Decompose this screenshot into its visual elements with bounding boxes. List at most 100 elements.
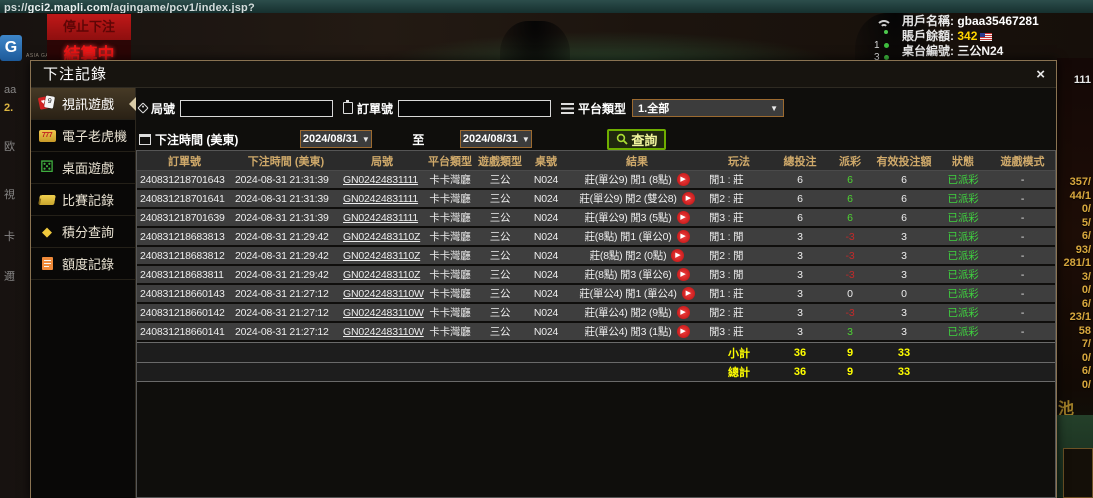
cell-order-number: 240831218660143 [140,287,225,300]
username-value: gbaa35467281 [957,14,1039,28]
balance-label: 賬戶餘額: [902,29,954,43]
cell-order-number: 240831218660142 [140,306,225,319]
cell-valid-bet: 3 [901,268,907,281]
wifi-icon [876,20,896,36]
cell-table-number: N024 [533,192,559,205]
result-text: 莊(8點) 閒2 (0點) [589,250,667,262]
url-host: gci2.mapli.com [27,2,110,13]
cell-bet-time: 2024-08-31 21:27:12 [235,325,329,338]
cell-play-method: 閒2 : 莊 [709,193,744,205]
play-video-button[interactable]: ▶ [681,192,695,205]
search-button[interactable]: 查詢 [607,128,667,150]
subtotal-row-payout: 9 [846,346,854,359]
play-video-button[interactable]: ▶ [676,306,690,319]
column-header: 局號 [371,155,393,168]
sidebar-item-2[interactable]: 777 電子老虎機 [31,120,135,152]
close-icon[interactable]: × [1036,66,1046,83]
order-number-input[interactable] [398,99,552,117]
cell-round-number-link[interactable]: GN0242483110Z [343,268,421,281]
cell-bet-time: 2024-08-31 21:29:42 [235,230,329,243]
cell-order-number: 240831218683811 [140,268,224,281]
cell-game-type: 三公 [489,212,511,224]
play-video-button[interactable]: ▶ [681,287,695,300]
cell-platform-type: 卡卡灣廳 [429,212,471,224]
cell-round-number-link[interactable]: GN0242483110Z [343,249,421,262]
cell-round-number-link[interactable]: GN0242483110W [343,306,424,319]
bg-text-fragment: 卡 [4,231,15,243]
sidebar-item-label: 積分查詢 [62,225,115,240]
date-from-select[interactable]: 2024/08/31 ▼ [300,130,373,148]
url-bar: ps://gci2.mapli.com/agingame/pcv1/index.… [0,0,1093,13]
cell-round-number-link[interactable]: GN0242483110W [343,325,424,338]
cell-valid-bet: 6 [901,211,907,224]
result-text: 莊(單公9) 閒2 (雙公8) [579,193,677,205]
cell-platform-type: 卡卡灣廳 [429,231,471,243]
play-video-button[interactable]: ▶ [671,249,685,262]
column-header: 玩法 [728,155,750,168]
cell-table-number: N024 [533,325,559,338]
cell-order-number: 240831218660141 [140,325,225,338]
us-flag-icon [980,32,993,41]
cell-order-number: 240831218701641 [140,192,225,205]
cell-play-method: 閒3 : 閒 [709,269,744,281]
cell-game-type: 三公 [489,269,511,281]
cell-round-number-link[interactable]: GN02424831111 [343,211,419,224]
play-video-button[interactable]: ▶ [676,173,690,186]
cell-payout: 6 [847,211,853,224]
cell-total-bet: 6 [797,211,803,224]
date-to-select[interactable]: 2024/08/31 ▼ [460,130,533,148]
cell-table-number: N024 [533,306,559,319]
table-number-label: 桌台編號: [902,44,954,58]
bg-stat-value: 6/ [1081,365,1091,377]
column-header: 桌號 [535,155,557,168]
play-video-button[interactable]: ▶ [676,230,690,243]
platform-type-select[interactable]: 1.全部 ▼ [632,99,785,117]
cell-order-number: 240831218683813 [140,230,225,243]
cell-table-number: N024 [533,230,559,243]
url-prefix: ps:// [4,2,28,13]
bet-records-modal: 下注記錄 × ♥ 9 視訊遊戲 777 電子老虎機 ⚄ 桌面遊戲 比賽記錄 ◆ 積分查詢 額度記錄 … [30,60,1057,498]
cell-status: 已派彩 [947,174,979,186]
sidebar-item-3[interactable]: ⚄ 桌面遊戲 [31,152,135,184]
bet-records-table: 訂單號 下注時間 (美東) 局號 平台類型 遊戲類型 桌號 結果 玩法 總投注 派彩 有效投注額 狀態… [136,150,1056,498]
cell-round-number-link[interactable]: GN02424831111 [343,192,419,205]
cell-valid-bet: 6 [901,192,907,205]
bg-stat-value: 58 [1078,324,1091,337]
bg-stat-value: 0/ [1081,351,1091,364]
column-header: 總投注 [783,155,817,168]
document-icon [41,257,53,270]
play-video-button[interactable]: ▶ [676,268,690,281]
sidebar-item-4[interactable]: 比賽記錄 [31,184,135,216]
username-label: 用戶名稱: [902,14,954,28]
bg-text-fragment: 2. [4,102,14,114]
user-info-panel: 1 3 用戶名稱: gbaa35467281 賬戶餘額: 342 桌台編號: 三… [874,14,1093,63]
cell-game-mode: - [1020,173,1025,186]
bg-stat-value: 357/ [1069,176,1091,188]
cell-round-number-link[interactable]: GN0242483110W [343,287,424,300]
bet-time-label: 下注時間 (美東) [139,131,238,148]
cell-total-bet: 3 [797,287,803,300]
cell-result: 莊(8點) 閒3 (單公6) ▶ [568,267,706,282]
cell-total-bet: 6 [797,192,803,205]
cell-game-mode: - [1020,325,1025,338]
sidebar-item-5[interactable]: ◆ 積分查詢 [31,216,135,248]
sidebar-item-6[interactable]: 額度記錄 [31,248,135,280]
result-text: 莊(8點) 閒3 (單公6) [584,269,672,281]
play-video-button[interactable]: ▶ [676,325,690,338]
cell-result: 莊(單公9) 閒2 (雙公8) ▶ [568,191,706,206]
cell-round-number-link[interactable]: GN0242483110Z [343,230,421,243]
play-video-button[interactable]: ▶ [676,211,690,224]
cell-status: 已派彩 [947,193,979,205]
cell-game-mode: - [1020,211,1025,224]
sidebar-item-1[interactable]: ♥ 9 視訊遊戲 [31,88,136,120]
round-number-input[interactable] [180,99,334,117]
cell-table-number: N024 [533,287,559,300]
result-text: 莊(單公9) 閒1 (8點) [584,174,672,186]
bg-stat-value: 44/1 [1069,189,1091,202]
cell-play-method: 閒2 : 閒 [709,250,744,262]
cell-payout: -3 [845,249,855,262]
cell-result: 莊(單公4) 閒1 (單公4) ▶ [568,286,706,301]
slot-777-icon: 777 [38,129,56,142]
cell-round-number-link[interactable]: GN02424831111 [343,173,419,186]
column-header: 平台類型 [428,155,472,168]
